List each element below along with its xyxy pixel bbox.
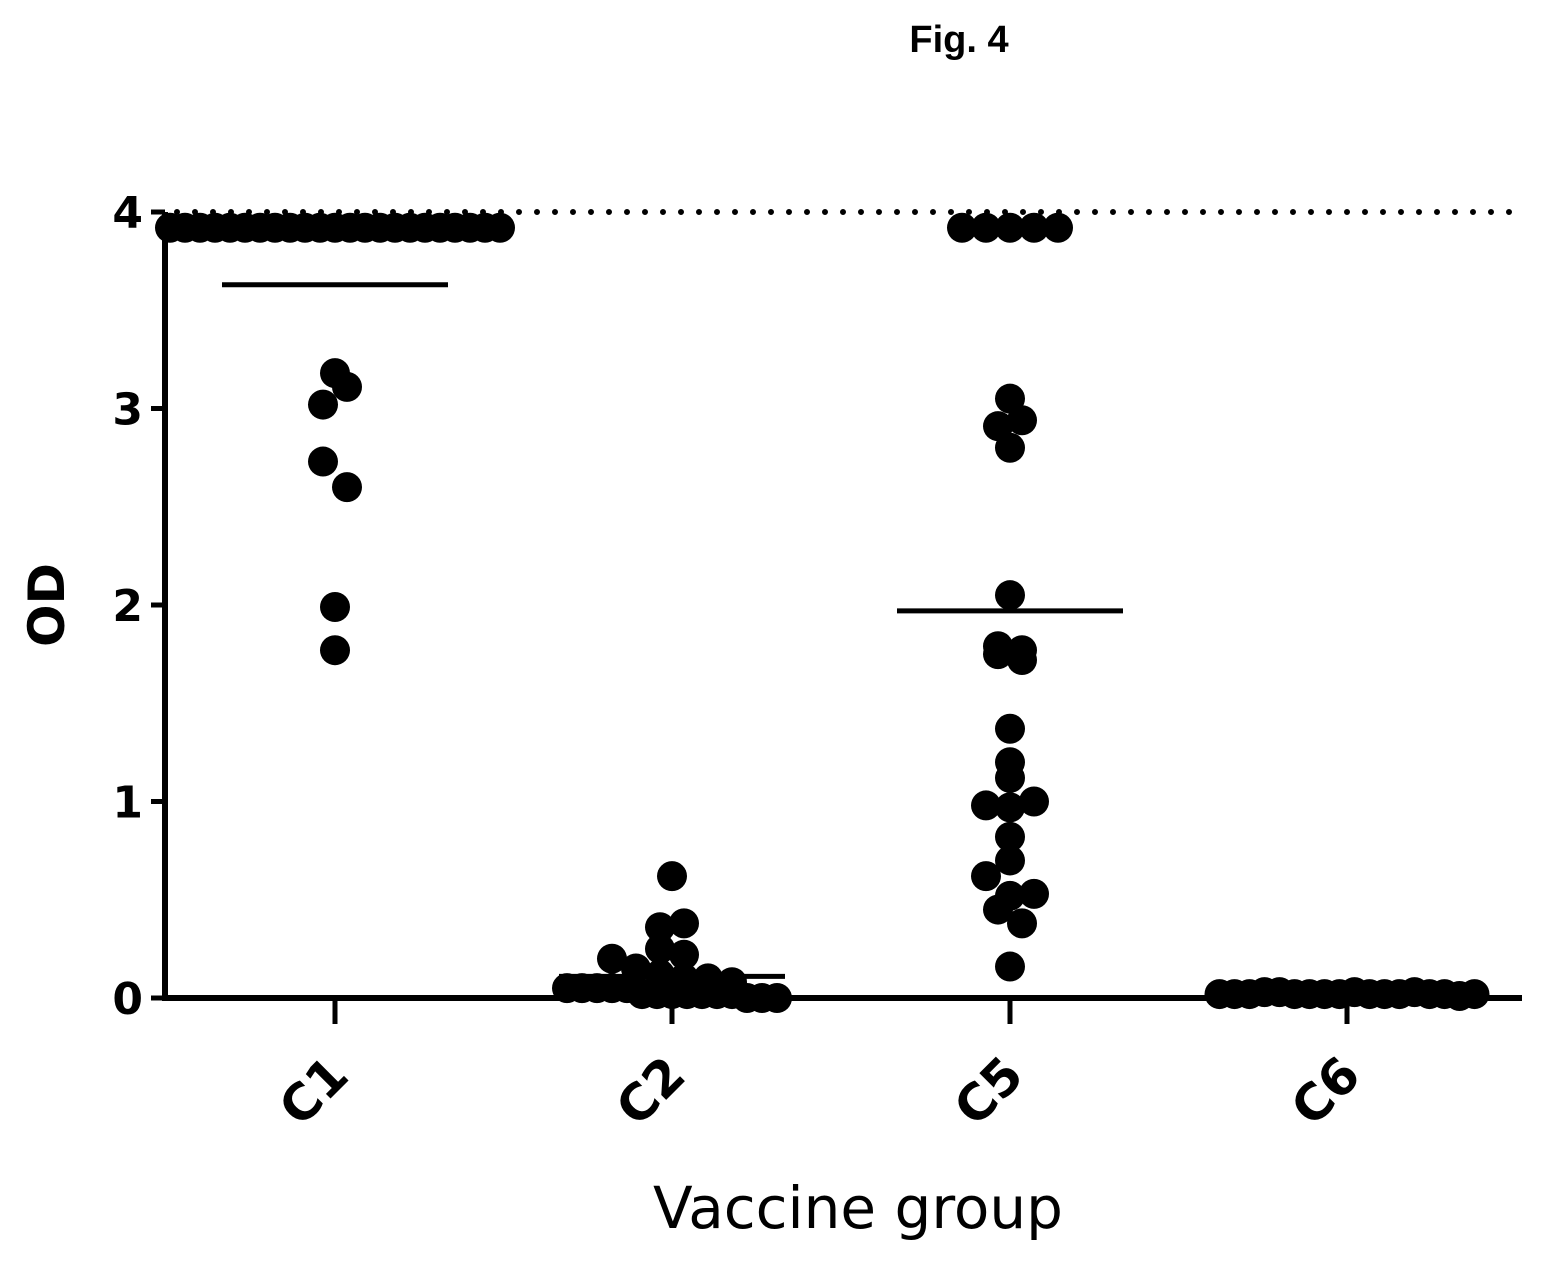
figure-title: Fig. 4 — [909, 19, 1008, 61]
data-point-c2 — [717, 967, 747, 998]
data-point-c5 — [995, 880, 1025, 911]
data-point-c1 — [320, 635, 350, 666]
data-point-c5 — [995, 713, 1025, 744]
data-point-c5 — [1019, 878, 1049, 909]
data-point-c2 — [597, 943, 627, 974]
data-point-c5 — [1019, 212, 1049, 243]
data-point-c5 — [1007, 635, 1037, 666]
x-tick-label: C6 — [1280, 1045, 1372, 1137]
y-tick-label: 4 — [112, 188, 143, 239]
data-point-c5 — [995, 792, 1025, 823]
data-point-c2 — [669, 939, 699, 970]
y-tick-label: 3 — [112, 385, 143, 436]
data-point-c2 — [645, 933, 675, 964]
data-point-c5 — [1007, 908, 1037, 939]
data-point-c5 — [971, 861, 1001, 892]
y-tick-label: 0 — [112, 974, 143, 1025]
data-point-c2 — [645, 912, 675, 943]
data-point-c1 — [308, 389, 338, 420]
data-point-c1 — [308, 446, 338, 477]
data-point-c1 — [320, 358, 350, 389]
data-point-c5 — [995, 951, 1025, 982]
data-point-c5 — [983, 411, 1013, 442]
data-point-c5 — [995, 383, 1025, 414]
data-point-c5 — [995, 747, 1025, 778]
data-point-c5 — [995, 845, 1025, 876]
y-axis: 0 1 2 3 4 — [112, 188, 168, 1025]
data-point-c2 — [657, 861, 687, 892]
data-point-c1 — [332, 472, 362, 503]
mean-lines — [222, 282, 1460, 999]
data-point-c5 — [947, 212, 977, 243]
data-point-c5 — [1043, 212, 1073, 243]
x-tick-label: C2 — [605, 1045, 697, 1137]
data-point-c5 — [995, 212, 1025, 243]
data-point-c5 — [971, 790, 1001, 821]
data-point-c5 — [1019, 786, 1049, 817]
y-tick-label: 2 — [112, 581, 143, 632]
data-points — [155, 212, 1490, 1013]
data-point-c2 — [762, 983, 792, 1013]
y-axis-title: OD — [18, 563, 76, 647]
data-point-c1 — [320, 591, 350, 622]
data-point-c5 — [971, 212, 1001, 243]
y-tick-label: 1 — [112, 778, 143, 829]
data-point-c5 — [983, 631, 1013, 662]
data-point-c6 — [1459, 979, 1490, 1010]
x-axis-title: Vaccine group — [653, 1174, 1063, 1242]
x-tick-label: C5 — [943, 1045, 1035, 1137]
data-point-c5 — [995, 821, 1025, 852]
data-point-c5 — [995, 580, 1025, 611]
x-axis: C1 C2 C5 C6 — [162, 995, 1522, 1137]
data-point-c1 — [485, 212, 515, 243]
x-tick-label: C1 — [268, 1045, 360, 1137]
data-point-c2 — [669, 908, 699, 939]
